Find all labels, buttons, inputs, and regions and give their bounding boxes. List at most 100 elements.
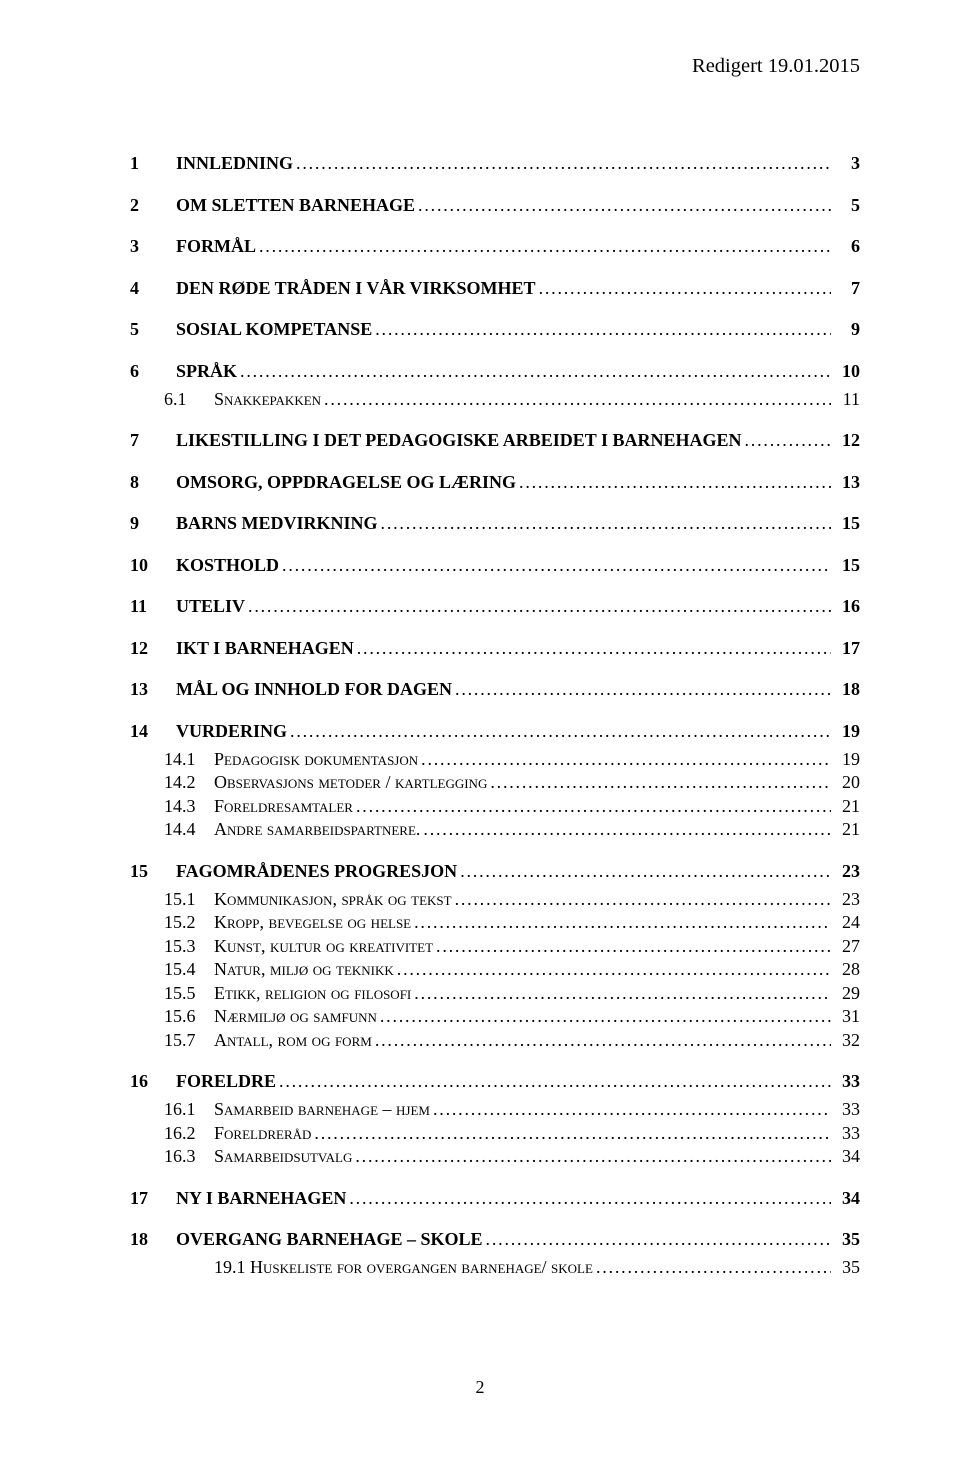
- toc-entry-title: UTELIV: [176, 596, 245, 617]
- toc-leader-dots: [596, 1257, 831, 1278]
- toc-entry-page: 33: [834, 1099, 860, 1120]
- toc-entry-page: 15: [834, 513, 860, 534]
- toc-entry-page: 6: [834, 236, 860, 257]
- toc-entry-title: SPRÅK: [176, 361, 237, 382]
- toc-entry-page: 29: [834, 983, 860, 1004]
- toc-leader-dots: [486, 1229, 831, 1250]
- toc-entry-title: VURDERING: [176, 721, 287, 742]
- toc-entry-page: 21: [834, 796, 860, 817]
- toc-entry-title: Foreldresamtaler: [214, 796, 353, 817]
- toc-entry-title: Nærmiljø og samfunn: [214, 1006, 377, 1027]
- toc-entry-page: 13: [834, 472, 860, 493]
- toc-entry-title: Pedagogisk dokumentasjon: [214, 749, 418, 770]
- toc-entry-number: 2: [130, 195, 176, 216]
- toc-entry-title: Natur, miljø og teknikk: [214, 959, 394, 980]
- toc-entry-page: 27: [834, 936, 860, 957]
- toc-entry: 4DEN RØDE TRÅDEN I VÅR VIRKSOMHET7: [130, 278, 860, 299]
- toc-entry-title: Samarbeid barnehage – hjem: [214, 1099, 430, 1120]
- toc-entry: 16.2Foreldreråd 33: [130, 1123, 860, 1144]
- toc-entry: 16FORELDRE 33: [130, 1071, 860, 1092]
- toc-leader-dots: [397, 959, 831, 980]
- toc-entry-title: Foreldreråd: [214, 1123, 311, 1144]
- toc-entry: 10KOSTHOLD15: [130, 555, 860, 576]
- toc-entry: 19.1 Huskeliste for overgangen barnehage…: [130, 1257, 860, 1278]
- toc-entry-page: 35: [834, 1257, 860, 1278]
- toc-leader-dots: [433, 1099, 831, 1120]
- toc-entry-title: Kunst, kultur og kreativitet: [214, 936, 433, 957]
- toc-leader-dots: [414, 983, 831, 1004]
- toc-leader-dots: [460, 861, 831, 882]
- toc-entry: 8OMSORG, OPPDRAGELSE OG LÆRING13: [130, 472, 860, 493]
- toc-entry: 15.4Natur, miljø og teknikk28: [130, 959, 860, 980]
- toc-entry: 15.7Antall, rom og form32: [130, 1030, 860, 1051]
- toc-entry: 12IKT I BARNEHAGEN17: [130, 638, 860, 659]
- toc-entry-page: 16: [834, 596, 860, 617]
- toc-entry-title: Andre samarbeidspartnere.: [214, 819, 420, 840]
- toc-entry: 7LIKESTILLING I DET PEDAGOGISKE ARBEIDET…: [130, 430, 860, 451]
- toc-entry-title: KOSTHOLD: [176, 555, 279, 576]
- toc-entry-page: 18: [834, 679, 860, 700]
- toc-entry: 14VURDERING19: [130, 721, 860, 742]
- toc-leader-dots: [423, 819, 831, 840]
- toc-leader-dots: [282, 555, 831, 576]
- toc-leader-dots: [357, 638, 831, 659]
- table-of-contents: 1INNLEDNING32OM SLETTEN BARNEHAGE53FORMÅ…: [130, 153, 860, 1278]
- toc-leader-dots: [349, 1188, 831, 1209]
- toc-leader-dots: [296, 153, 831, 174]
- toc-entry-number: 9: [130, 513, 176, 534]
- toc-entry: 14.3Foreldresamtaler 21: [130, 796, 860, 817]
- toc-entry-title: OMSORG, OPPDRAGELSE OG LÆRING: [176, 472, 516, 493]
- toc-entry-page: 33: [834, 1123, 860, 1144]
- toc-entry: 15.5Etikk, religion og filosofi29: [130, 983, 860, 1004]
- toc-entry-page: 12: [834, 430, 860, 451]
- toc-leader-dots: [519, 472, 831, 493]
- header-date: Redigert 19.01.2015: [692, 55, 860, 78]
- toc-entry-title: Etikk, religion og filosofi: [214, 983, 411, 1004]
- toc-entry-page: 23: [834, 861, 860, 882]
- toc-entry-page: 24: [834, 912, 860, 933]
- toc-entry-page: 5: [834, 195, 860, 216]
- toc-entry: 15.6Nærmiljø og samfunn31: [130, 1006, 860, 1027]
- toc-entry-number: 14.3: [130, 796, 214, 817]
- toc-leader-dots: [356, 796, 831, 817]
- toc-entry-number: 4: [130, 278, 176, 299]
- toc-entry-title: INNLEDNING: [176, 153, 293, 174]
- toc-leader-dots: [539, 278, 831, 299]
- toc-entry-page: 9: [834, 319, 860, 340]
- toc-entry-number: 15.2: [130, 912, 214, 933]
- toc-leader-dots: [290, 721, 831, 742]
- toc-leader-dots: [355, 1146, 831, 1167]
- toc-leader-dots: [248, 596, 831, 617]
- page-number: 2: [0, 1377, 960, 1398]
- toc-leader-dots: [375, 319, 831, 340]
- toc-leader-dots: [421, 749, 831, 770]
- toc-entry-number: 16.2: [130, 1123, 214, 1144]
- toc-entry-number: 16: [130, 1071, 176, 1092]
- toc-leader-dots: [240, 361, 831, 382]
- toc-entry: 15.1Kommunikasjon, språk og tekst23: [130, 889, 860, 910]
- toc-entry-number: 14.4: [130, 819, 214, 840]
- toc-leader-dots: [314, 1123, 831, 1144]
- toc-entry: 6.1Snakkepakken 11: [130, 389, 860, 410]
- toc-entry-number: 7: [130, 430, 176, 451]
- toc-entry-page: 15: [834, 555, 860, 576]
- toc-entry-page: 10: [834, 361, 860, 382]
- toc-leader-dots: [745, 430, 832, 451]
- toc-entry-number: 6.1: [130, 389, 214, 410]
- toc-entry-title: Snakkepakken: [214, 389, 321, 410]
- toc-entry-page: 11: [834, 389, 860, 410]
- toc-entry-title: DEN RØDE TRÅDEN I VÅR VIRKSOMHET: [176, 278, 536, 299]
- toc-entry-page: 21: [834, 819, 860, 840]
- toc-leader-dots: [380, 1006, 831, 1027]
- toc-entry-title: Antall, rom og form: [214, 1030, 372, 1051]
- toc-entry: 16.3Samarbeidsutvalg34: [130, 1146, 860, 1167]
- toc-entry-number: 11: [130, 596, 176, 617]
- toc-entry-number: 15.4: [130, 959, 214, 980]
- toc-entry-title: FORELDRE: [176, 1071, 276, 1092]
- toc-leader-dots: [259, 236, 831, 257]
- toc-entry-title: Samarbeidsutvalg: [214, 1146, 352, 1167]
- toc-entry-number: 15: [130, 861, 176, 882]
- toc-entry-number: 15.1: [130, 889, 214, 910]
- toc-entry-title: FORMÅL: [176, 236, 256, 257]
- toc-entry-page: 33: [834, 1071, 860, 1092]
